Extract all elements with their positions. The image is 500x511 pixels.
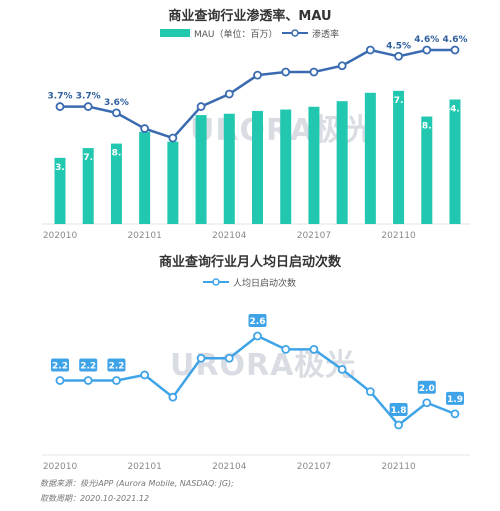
mau-bar-label: 47.7 <box>387 96 409 106</box>
mau-bar <box>195 115 207 224</box>
launch-point <box>112 376 121 385</box>
chart2-x-tick: 202101 <box>127 462 161 472</box>
chart1-x-tick: 202110 <box>381 231 416 241</box>
legend-launch-label: 人均日启动次数 <box>233 277 296 289</box>
mau-bar <box>82 148 94 224</box>
chart1-x-tick: 202101 <box>127 231 161 241</box>
penetration-point <box>55 102 65 111</box>
chart1-title: 商业查询行业渗透率、MAU <box>168 8 331 24</box>
launch-label: 2.2 <box>108 362 124 372</box>
penetration-point <box>281 67 291 77</box>
penetration-label: 4.6% <box>414 35 439 45</box>
footer-period: 取数周期：2020.10-2021.12 <box>40 494 150 503</box>
penetration-label: 3.7% <box>48 92 73 102</box>
mau-bar <box>110 143 122 224</box>
launch-point <box>224 353 234 363</box>
mau-bar <box>280 109 292 224</box>
penetration-point <box>253 70 262 80</box>
launch-label-box <box>248 314 267 327</box>
mau-bar <box>393 90 405 225</box>
chart1-x-tick: 202104 <box>212 231 247 241</box>
penetration-label: 3.7% <box>76 92 101 102</box>
penetration-point <box>112 108 121 118</box>
penetration-point <box>140 124 150 133</box>
penetration-mau-chart: 商业查询行业渗透率、MAU MAU（单位：百万） 渗透率 23.7 27.2 28.… <box>42 8 470 241</box>
launch-point <box>309 344 319 354</box>
mau-bar <box>364 92 376 225</box>
penetration-point <box>168 133 178 143</box>
mau-bar-label: 38.5 <box>416 122 438 132</box>
penetration-point <box>196 102 206 111</box>
mau-bar-label: 23.7 <box>49 163 71 173</box>
penetration-point <box>83 102 93 111</box>
legend-launch-marker <box>212 278 220 286</box>
mau-bar-label: 44.6 <box>444 104 466 114</box>
penetration-point <box>365 45 375 55</box>
launch-label-box <box>79 358 98 372</box>
penetration-label: 4.6% <box>443 35 468 45</box>
mau-bar <box>421 116 433 224</box>
chart2-x-tick: 202104 <box>212 462 247 472</box>
chart2-legend: 人均日启动次数 <box>203 277 296 289</box>
chart2-x-tick: 202107 <box>297 462 331 472</box>
launch-point <box>140 370 150 380</box>
mau-bar <box>308 106 320 224</box>
mau-bar <box>167 141 179 224</box>
chart2-title: 商业查询行业月人均日启动次数 <box>159 254 342 270</box>
mau-bar <box>449 99 461 224</box>
launch-point <box>281 344 291 354</box>
launch-point <box>422 398 432 408</box>
launch-label: 1.8 <box>391 406 407 416</box>
legend-penetration-marker <box>291 29 299 37</box>
penetration-label: 3.6% <box>104 98 129 108</box>
launch-label: 2.2 <box>80 362 96 372</box>
penetration-point <box>224 89 234 99</box>
chart1-legend: MAU（单位：百万） 渗透率 <box>160 28 339 40</box>
launch-point <box>253 331 262 341</box>
launch-point <box>365 387 375 397</box>
chart2-x-tick: 202010 <box>43 462 78 472</box>
mau-bar <box>252 110 263 224</box>
launch-label: 2.2 <box>52 362 68 372</box>
penetration-point <box>394 51 403 61</box>
launch-point <box>450 409 460 419</box>
mau-bar <box>54 157 66 224</box>
legend-penetration-label: 渗透率 <box>312 28 339 40</box>
legend-mau-swatch <box>160 29 190 37</box>
legend-mau-label: MAU（单位：百万） <box>194 28 278 40</box>
penetration-point <box>450 45 460 55</box>
chart1-x-tick: 202107 <box>297 231 331 241</box>
launch-point <box>394 420 403 430</box>
chart2-x-tick: 202110 <box>381 462 416 472</box>
penetration-label: 4.5% <box>386 41 411 51</box>
launch-point <box>168 392 178 402</box>
launch-label-box <box>389 403 408 416</box>
launch-label: 2.0 <box>419 384 435 394</box>
daily-launch-chart: 商业查询行业月人均日启动次数 人均日启动次数 2.2 2.2 2.2 2.6 1.8 2.… <box>42 254 470 472</box>
launch-point <box>337 364 347 374</box>
mau-bar <box>336 101 348 224</box>
mau-bar-label: 27.2 <box>77 153 99 163</box>
launch-label-box <box>417 380 436 394</box>
launch-point <box>55 376 65 385</box>
launch-label-box <box>446 391 464 405</box>
mau-bar <box>223 113 235 224</box>
mau-bar <box>139 131 151 224</box>
footer-source: 数据来源：极光iAPP (Aurora Mobile, NASDAQ: JG); <box>40 479 234 488</box>
launch-point <box>83 376 93 385</box>
launch-point <box>196 353 206 363</box>
launch-label-box <box>51 358 69 372</box>
penetration-point <box>309 67 319 77</box>
penetration-point <box>337 61 347 71</box>
launch-label: 2.6 <box>250 317 266 327</box>
launch-label-box <box>107 358 126 372</box>
watermark-bottom: URORA极光 <box>170 348 356 383</box>
penetration-point <box>422 45 432 55</box>
mau-bar-label: 28.8 <box>105 149 127 159</box>
chart1-x-tick: 202010 <box>43 231 78 241</box>
launch-label: 1.9 <box>447 395 463 405</box>
